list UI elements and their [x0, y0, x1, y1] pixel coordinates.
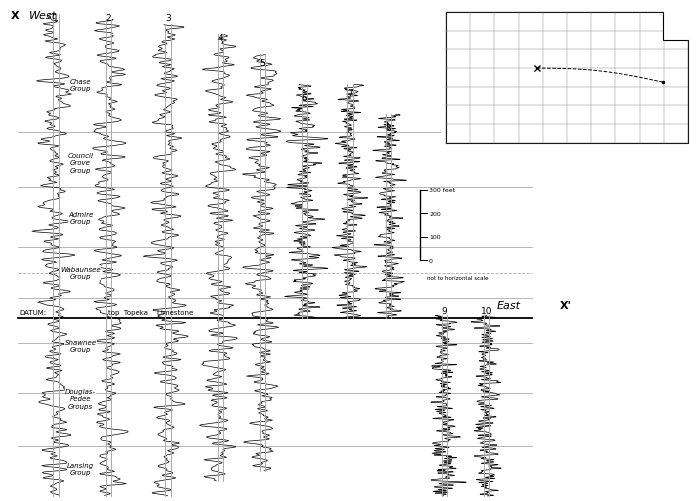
Text: Douglas-
Pedee
Groups: Douglas- Pedee Groups	[65, 388, 96, 409]
Text: 6: 6	[302, 94, 307, 103]
Text: 200: 200	[429, 211, 441, 216]
Text: DATUM:: DATUM:	[20, 309, 47, 315]
Text: Admire
Group: Admire Group	[68, 211, 93, 224]
Text: 10: 10	[481, 307, 492, 316]
Text: not to horizontal scale: not to horizontal scale	[427, 276, 489, 281]
Text: Shawnee
Group: Shawnee Group	[64, 339, 97, 352]
Text: Chase
Group: Chase Group	[70, 79, 91, 92]
Text: 4: 4	[218, 34, 223, 43]
Text: East: East	[497, 301, 521, 311]
Text: 0: 0	[429, 258, 433, 263]
Text: Lansing
Group: Lansing Group	[67, 462, 94, 475]
Text: 2: 2	[106, 14, 111, 23]
Text: 100: 100	[429, 234, 441, 239]
Text: 5: 5	[260, 59, 265, 68]
Text: 300 feet: 300 feet	[429, 188, 455, 193]
Text: 1: 1	[53, 14, 59, 23]
Text: Wabaunsee
Group: Wabaunsee Group	[60, 267, 101, 280]
Text: 9: 9	[442, 307, 447, 316]
Text: West: West	[29, 11, 57, 21]
Text: Council
Grove
Group: Council Grove Group	[67, 152, 94, 173]
Text: X': X'	[560, 301, 572, 311]
Text: top  Topeka    Limestone: top Topeka Limestone	[108, 309, 194, 315]
Text: 3: 3	[165, 14, 171, 23]
Text: 7: 7	[347, 89, 353, 98]
Text: 8: 8	[386, 124, 391, 133]
Text: X: X	[10, 11, 19, 21]
